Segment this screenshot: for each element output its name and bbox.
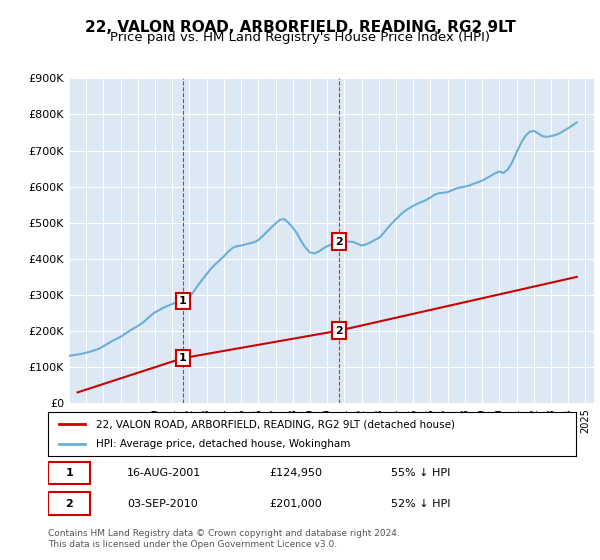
- Text: £124,950: £124,950: [270, 468, 323, 478]
- Text: HPI: Average price, detached house, Wokingham: HPI: Average price, detached house, Woki…: [95, 439, 350, 449]
- FancyBboxPatch shape: [48, 492, 90, 515]
- Text: 16-AUG-2001: 16-AUG-2001: [127, 468, 202, 478]
- Text: 1: 1: [65, 468, 73, 478]
- Text: 2: 2: [335, 236, 343, 246]
- Text: 22, VALON ROAD, ARBORFIELD, READING, RG2 9LT: 22, VALON ROAD, ARBORFIELD, READING, RG2…: [85, 20, 515, 35]
- Text: 22, VALON ROAD, ARBORFIELD, READING, RG2 9LT (detached house): 22, VALON ROAD, ARBORFIELD, READING, RG2…: [95, 419, 455, 429]
- Text: 1: 1: [179, 353, 187, 363]
- Text: 2: 2: [65, 499, 73, 509]
- FancyBboxPatch shape: [48, 461, 90, 484]
- Text: 1: 1: [179, 296, 187, 306]
- Text: 2: 2: [335, 326, 343, 335]
- Text: 03-SEP-2010: 03-SEP-2010: [127, 499, 198, 509]
- Text: Contains HM Land Registry data © Crown copyright and database right 2024.
This d: Contains HM Land Registry data © Crown c…: [48, 529, 400, 549]
- Text: 55% ↓ HPI: 55% ↓ HPI: [391, 468, 451, 478]
- Text: Price paid vs. HM Land Registry's House Price Index (HPI): Price paid vs. HM Land Registry's House …: [110, 31, 490, 44]
- Text: 52% ↓ HPI: 52% ↓ HPI: [391, 499, 451, 509]
- Text: £201,000: £201,000: [270, 499, 323, 509]
